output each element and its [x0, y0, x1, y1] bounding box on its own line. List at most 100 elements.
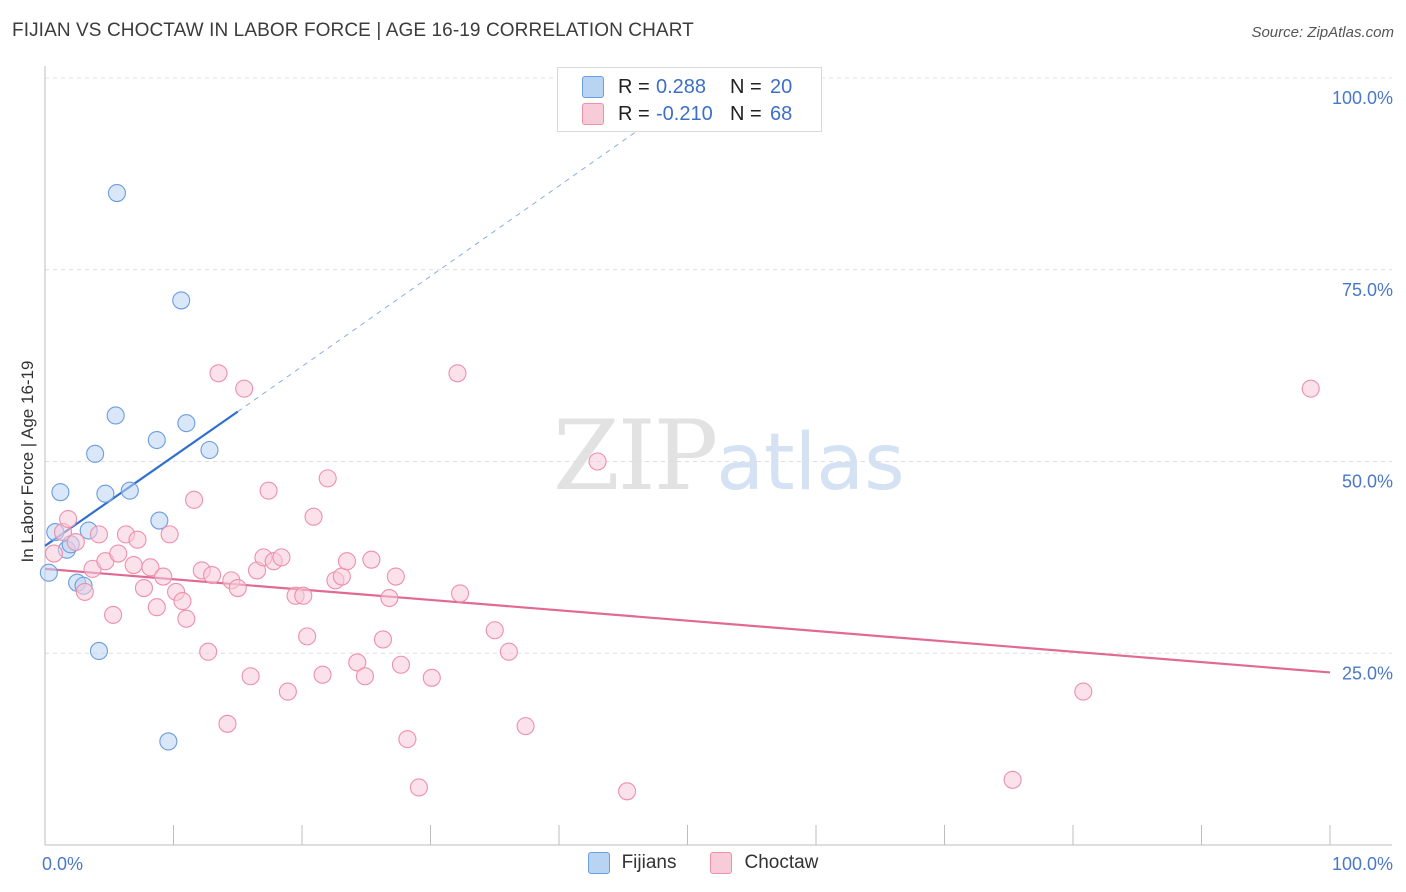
fijians-swatch — [582, 76, 604, 98]
choctaw-point — [218, 714, 237, 733]
fijians-point — [120, 481, 139, 500]
choctaw-point — [1003, 770, 1022, 789]
fijians-point — [51, 483, 70, 502]
choctaw-point — [422, 668, 441, 687]
chart-source: Source: ZipAtlas.com — [1251, 24, 1394, 41]
choctaw-point — [128, 530, 147, 549]
data-points — [39, 184, 1320, 801]
fijians-point — [177, 414, 196, 433]
choctaw-point — [294, 586, 313, 605]
fijians-point — [159, 732, 178, 751]
legend-n-label: N = — [730, 75, 762, 98]
y-tick-label: 50.0% — [1342, 472, 1393, 492]
choctaw-point — [109, 544, 128, 563]
choctaw-point — [59, 509, 78, 529]
y-axis-title: In Labor Force | Age 16-19 — [18, 361, 37, 563]
grid-lines — [45, 77, 1392, 654]
choctaw-point — [203, 565, 222, 585]
choctaw-swatch — [582, 103, 604, 125]
fijians-point — [39, 563, 58, 582]
choctaw-point — [228, 579, 247, 598]
series-legend: Fijians Choctaw — [0, 852, 1406, 874]
legend-r-value: -0.210 — [656, 102, 713, 125]
choctaw-point — [199, 642, 218, 661]
axis-labels: 25.0% 50.0% 75.0% 100.0% 0.0% 100.0% In Labor … — [18, 88, 1393, 874]
fijians-point — [86, 444, 105, 463]
watermark-atlas: atlas — [716, 418, 905, 508]
chart-title: FIJIAN VS CHOCTAW IN LABOR FORCE | AGE 1… — [12, 20, 694, 41]
choctaw-swatch — [710, 852, 733, 874]
choctaw-point — [618, 782, 637, 801]
choctaw-point — [173, 592, 192, 611]
stats-legend: R = 0.288 N = 20 R = -0.210 N = 68 — [557, 67, 822, 132]
choctaw-point — [160, 525, 179, 544]
legend-n-value: 68 — [770, 102, 793, 125]
choctaw-trend-line — [44, 567, 1331, 674]
choctaw-point — [89, 525, 109, 544]
choctaw-point — [272, 548, 291, 567]
fijians-point — [147, 430, 166, 450]
choctaw-point — [355, 667, 375, 686]
choctaw-point — [134, 579, 153, 598]
watermark-zip: ZIP — [553, 400, 718, 512]
choctaw-point — [235, 379, 254, 398]
series-choctaw — [44, 364, 1320, 801]
choctaw-point — [380, 588, 399, 608]
choctaw-point — [1301, 379, 1320, 398]
fijians-point — [96, 484, 115, 503]
choctaw-point — [278, 682, 297, 701]
axes — [44, 66, 1392, 846]
choctaw-point — [485, 621, 504, 640]
choctaw-point — [448, 364, 467, 383]
choctaw-point — [259, 481, 278, 500]
choctaw-point — [313, 665, 332, 684]
choctaw-point — [154, 567, 173, 586]
fijians-trend-extension — [237, 131, 637, 413]
choctaw-point — [147, 598, 166, 617]
choctaw-point — [318, 469, 337, 488]
choctaw-point — [104, 605, 123, 624]
choctaw-point — [332, 567, 351, 586]
legend-r-label: R = — [618, 102, 650, 125]
choctaw-point — [337, 552, 357, 571]
choctaw-point — [185, 490, 204, 509]
legend-row-fijians: R = 0.288 N = 20 — [582, 74, 792, 100]
legend-row-choctaw: R = -0.210 N = 68 — [582, 101, 792, 127]
choctaw-point — [44, 544, 64, 563]
choctaw-point — [298, 627, 317, 646]
legend-item-fijians[interactable]: Fijians — [587, 852, 676, 874]
choctaw-point — [209, 364, 228, 383]
choctaw-point — [304, 507, 323, 526]
choctaw-point — [588, 452, 607, 471]
legend-label-choctaw: Choctaw — [744, 852, 819, 873]
x-tick-label: 100.0% — [1332, 854, 1393, 874]
legend-n-label: N = — [730, 102, 762, 125]
fijians-point — [200, 440, 219, 460]
trend-lines — [44, 131, 1331, 674]
choctaw-point — [516, 717, 535, 736]
fijians-point — [89, 641, 109, 660]
choctaw-point — [241, 667, 260, 686]
choctaw-point — [362, 550, 381, 569]
choctaw-point — [141, 558, 160, 577]
choctaw-point — [409, 778, 428, 797]
fijians-point — [150, 511, 169, 530]
choctaw-point — [386, 567, 405, 586]
fijians-point — [106, 406, 125, 425]
choctaw-point — [373, 630, 393, 649]
fijians-point — [107, 184, 127, 203]
y-tick-label: 25.0% — [1342, 663, 1393, 683]
choctaw-point — [1074, 682, 1093, 701]
legend-n-value: 20 — [770, 75, 793, 98]
x-tick-label: 0.0% — [42, 854, 83, 874]
choctaw-point — [66, 532, 85, 552]
fijians-swatch — [587, 852, 610, 874]
fijians-point — [172, 291, 191, 310]
legend-item-choctaw[interactable]: Choctaw — [710, 852, 818, 874]
legend-r-label: R = — [618, 75, 650, 98]
y-tick-label: 100.0% — [1332, 88, 1393, 108]
choctaw-point — [75, 582, 94, 601]
choctaw-point — [451, 584, 470, 603]
choctaw-point — [398, 730, 417, 749]
